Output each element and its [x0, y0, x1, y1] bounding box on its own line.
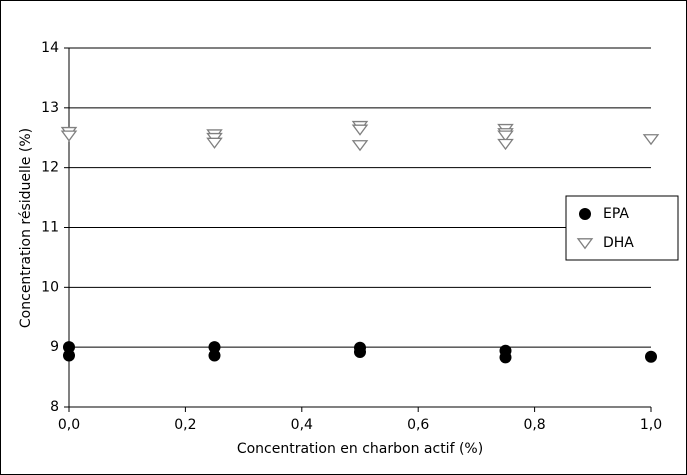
y-tick-label: 12 [41, 160, 59, 176]
y-tick-label: 11 [41, 220, 59, 236]
x-tick-label: 0,2 [174, 417, 196, 433]
point [63, 341, 75, 354]
x-tick-label: 0,8 [523, 417, 545, 433]
y-tick-label: 13 [41, 100, 59, 116]
x-tick-label: 0,4 [291, 417, 313, 433]
point [208, 349, 221, 362]
point [351, 140, 369, 152]
point [351, 124, 369, 136]
y-tick-label: 8 [50, 399, 59, 415]
y-tick-label: 10 [41, 279, 59, 295]
y-axis-label: Concentration résiduelle (%) [18, 128, 34, 328]
x-axis-label: Concentration en charbon actif (%) [237, 441, 483, 457]
x-tick-label: 1,0 [640, 417, 662, 433]
point [63, 349, 75, 362]
legend-box [565, 195, 679, 261]
y-tick-label: 14 [41, 40, 59, 56]
legend-label: EPA [603, 206, 629, 222]
legend-marker [576, 238, 594, 250]
legend-marker [579, 208, 591, 220]
point [60, 130, 78, 142]
x-tick-label: 0,0 [58, 417, 80, 433]
point [497, 130, 514, 142]
point [354, 345, 366, 358]
point [208, 341, 221, 354]
legend-label: DHA [603, 235, 634, 251]
point [642, 134, 660, 146]
y-tick-label: 9 [50, 339, 59, 355]
point [497, 138, 514, 151]
point [645, 350, 657, 363]
point [206, 137, 223, 149]
x-tick-label: 0,6 [407, 417, 429, 433]
point [499, 351, 512, 364]
